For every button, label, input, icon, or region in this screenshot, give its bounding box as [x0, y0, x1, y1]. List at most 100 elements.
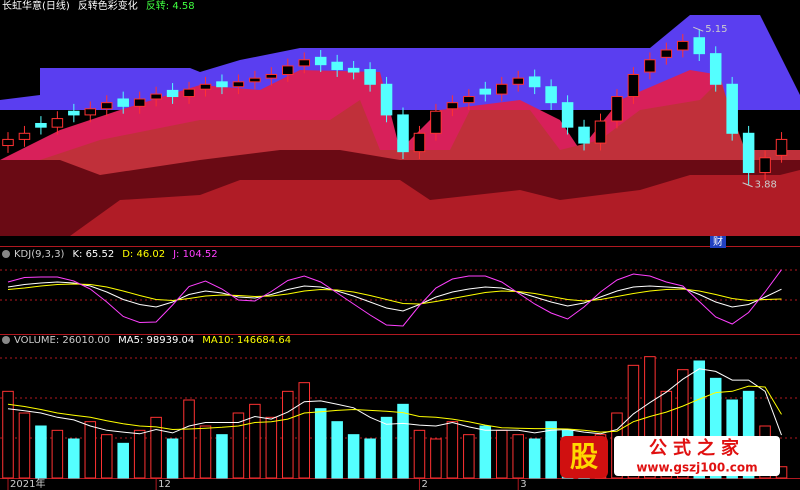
- brand-name: 公式之家: [649, 437, 745, 459]
- x-tick-label: 2021年: [10, 477, 45, 490]
- header-value: MA5: 98939.04: [118, 335, 194, 346]
- candle-body: [282, 65, 294, 75]
- volume-bar: [644, 356, 656, 479]
- volume-bar: [84, 421, 97, 479]
- volume-bar: [742, 390, 755, 479]
- candle-body: [578, 126, 590, 144]
- volume-bar: [331, 421, 343, 479]
- candle-body: [364, 69, 376, 85]
- indicator-clouds: [0, 15, 800, 236]
- panel-title: VOLUME: 26010.00: [14, 335, 110, 346]
- candle-body: [249, 77, 261, 83]
- volume-bar: [430, 438, 442, 479]
- logo-box: [560, 436, 608, 478]
- volume-bar: [512, 434, 524, 479]
- annotation-arrow: [693, 26, 704, 32]
- volume-bar: [446, 421, 459, 479]
- candle-body: [18, 132, 31, 140]
- candle-body: [726, 83, 738, 134]
- candle-body: [677, 40, 689, 51]
- volume-bar: [364, 438, 376, 479]
- annotation: 3.88: [755, 180, 777, 191]
- panel-title: 长虹华意(日线): [2, 0, 70, 12]
- panel-icon: [2, 336, 10, 344]
- candle-body: [430, 110, 442, 134]
- x-tick-label: 3: [520, 479, 526, 490]
- volume-bar: [232, 412, 245, 479]
- candle-body: [644, 59, 656, 73]
- ma-line: [7, 385, 782, 433]
- candle-body: [216, 81, 228, 88]
- candle-body: [199, 83, 212, 90]
- volume-bar: [199, 425, 212, 479]
- candle-body: [232, 81, 245, 88]
- volume-bar: [183, 399, 195, 479]
- marker-box: [710, 236, 726, 248]
- header-value: 反转色彩变化: [78, 0, 138, 12]
- candle-body: [100, 102, 113, 110]
- volume-bar: [282, 390, 294, 479]
- cloud-dark-red: [70, 170, 800, 236]
- candle-body: [413, 132, 426, 153]
- volume-bar: [479, 425, 492, 479]
- volume-bar: [51, 429, 64, 479]
- candle-body: [397, 114, 409, 153]
- volume-bar: [660, 390, 673, 479]
- watermark: 股 公式之家 www.gszj100.com: [560, 436, 780, 478]
- candle-body: [693, 37, 706, 55]
- volume-bar: [100, 434, 113, 479]
- candle-body: [51, 118, 64, 128]
- header-value: MA10: 146684.64: [202, 335, 291, 346]
- candle-body: [561, 102, 574, 128]
- volume-bar: [413, 429, 426, 479]
- candle-body: [183, 88, 195, 98]
- brand-url: www.gszj100.com: [636, 461, 757, 475]
- volume-bar: [166, 438, 179, 479]
- candle-body: [775, 138, 788, 156]
- candle-body: [380, 83, 393, 116]
- candle-body: [627, 73, 640, 98]
- candle-body: [314, 56, 327, 66]
- volume-bar: [709, 377, 722, 479]
- volume-bar: [397, 403, 409, 479]
- volume-bar: [265, 416, 278, 479]
- candle-body: [331, 61, 343, 71]
- candle-body: [528, 76, 541, 88]
- volume-bar: [528, 438, 541, 479]
- candle-body: [298, 59, 311, 67]
- header-value: K: 65.52: [72, 249, 114, 260]
- volume-bar: [249, 403, 261, 479]
- candle-body: [2, 138, 14, 147]
- candle-body: [463, 96, 475, 104]
- candle-body: [347, 67, 360, 73]
- kdj-line: [7, 283, 782, 305]
- candle-body: [759, 157, 771, 173]
- candle-body: [660, 49, 673, 58]
- volume-bar: [35, 425, 47, 479]
- candle-body: [84, 108, 97, 116]
- volume-bar: [216, 434, 228, 479]
- header-value: J: 104.52: [172, 249, 218, 260]
- volume-bar: [68, 438, 80, 479]
- candle-body: [166, 89, 179, 98]
- ma-line: [7, 368, 782, 436]
- volume-bar: [18, 412, 31, 479]
- volume-bar: [298, 382, 311, 479]
- volume-bar: [545, 421, 557, 479]
- logo: 股: [570, 440, 598, 473]
- candle-body: [68, 110, 80, 116]
- panel-icon: [2, 250, 10, 258]
- volume-bar: [2, 390, 14, 479]
- brand-box: [614, 436, 780, 476]
- x-tick-label: 2: [421, 479, 427, 490]
- candle-body: [446, 102, 459, 110]
- volume-bar: [150, 416, 162, 479]
- volume-bar: [693, 360, 706, 479]
- candle-body: [545, 86, 557, 104]
- candle-body: [35, 122, 47, 128]
- candle-body: [611, 96, 623, 122]
- volume-bar: [495, 429, 508, 479]
- candle-body: [133, 98, 146, 107]
- candle-body: [512, 77, 524, 85]
